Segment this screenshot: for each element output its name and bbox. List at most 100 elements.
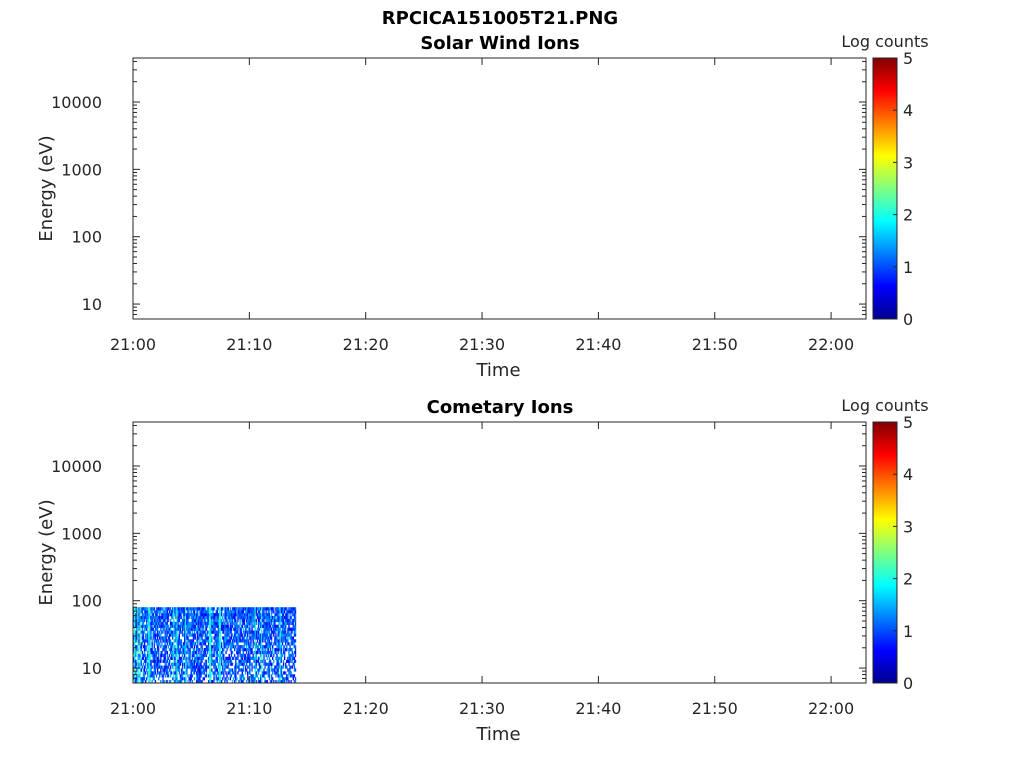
- spectrogram-cell: [252, 645, 254, 649]
- spectrogram-cell: [169, 648, 172, 652]
- spectrogram-cell: [258, 650, 261, 655]
- spectrogram-cell: [217, 662, 220, 666]
- spectrogram-cell: [147, 633, 149, 637]
- spectrogram-cell: [279, 627, 281, 631]
- spectrogram-cell: [243, 618, 246, 623]
- spectrogram-cell: [159, 610, 161, 614]
- spectrogram-cell: [171, 613, 173, 617]
- spectrogram-cell: [241, 662, 243, 666]
- spectrogram-cell: [253, 610, 255, 614]
- spectrogram-cell: [229, 621, 232, 626]
- spectrogram-cell: [219, 642, 222, 646]
- spectrogram-cell: [279, 659, 281, 663]
- spectrogram-cell: [206, 613, 209, 617]
- spectrogram-cell: [216, 610, 219, 614]
- spectrogram-cell: [217, 645, 220, 649]
- spectrogram-cell: [247, 659, 249, 663]
- spectrogram-cell: [202, 671, 204, 675]
- spectrogram-cell: [241, 621, 243, 626]
- spectrogram-cell: [280, 680, 283, 684]
- spectrogram-cell: [172, 662, 174, 666]
- spectrogram-cell: [192, 610, 195, 614]
- spectrogram-cell: [238, 633, 240, 637]
- spectrogram-cell: [203, 662, 205, 666]
- spectrogram-cell: [292, 607, 295, 611]
- spectrogram-cell: [198, 633, 200, 637]
- spectrogram-cell: [148, 656, 150, 660]
- spectrogram-cell: [261, 636, 263, 640]
- spectrogram-cell: [266, 621, 268, 626]
- spectrogram-cell: [286, 645, 288, 649]
- spectrogram-cell: [232, 607, 235, 611]
- spectrogram-cell: [264, 680, 266, 684]
- spectrogram-cell: [211, 639, 213, 643]
- spectrogram-cell: [144, 639, 147, 643]
- spectrogram-cell: [164, 613, 166, 617]
- spectrogram-cell: [219, 610, 222, 614]
- spectrogram-cell: [180, 624, 183, 628]
- spectrogram-cell: [231, 633, 234, 637]
- spectrogram-cell: [294, 610, 297, 614]
- spectrogram-cell: [139, 642, 141, 646]
- spectrogram-cell: [228, 671, 230, 675]
- spectrogram-cell: [241, 648, 243, 652]
- spectrogram-cell: [136, 630, 138, 634]
- spectrogram-cell: [154, 680, 157, 684]
- spectrogram-cell: [197, 618, 199, 623]
- spectrogram-cell: [242, 613, 245, 617]
- spectrogram-cell: [268, 665, 271, 669]
- spectrogram-cell: [194, 615, 197, 620]
- spectrogram-cell: [249, 610, 251, 614]
- spectrogram-cell: [155, 633, 158, 637]
- spectrogram-cell: [171, 648, 173, 652]
- spectrogram-cell: [187, 624, 189, 628]
- spectrogram-cell: [225, 650, 227, 655]
- spectrogram-cell: [222, 607, 224, 611]
- spectrogram-cell: [223, 639, 225, 643]
- colorbar: [872, 57, 898, 320]
- spectrogram-cell: [240, 645, 242, 649]
- spectrogram-cell: [210, 680, 212, 684]
- spectrogram-cell: [193, 665, 196, 669]
- spectrogram-cell: [140, 630, 142, 634]
- spectrogram-cell: [186, 618, 188, 623]
- spectrogram-cell: [264, 659, 266, 663]
- spectrogram-cell: [162, 610, 164, 614]
- spectrogram-cell: [265, 650, 267, 655]
- spectrogram-cell: [181, 610, 184, 614]
- spectrogram-cell: [264, 665, 266, 669]
- spectrogram-cell: [151, 642, 153, 646]
- spectrogram-cell: [233, 613, 236, 617]
- spectrogram-cell: [203, 618, 205, 623]
- spectrogram-cell: [215, 636, 217, 640]
- spectrogram-cell: [204, 610, 207, 614]
- spectrogram-cell: [254, 630, 257, 634]
- spectrogram-cell: [148, 671, 150, 675]
- spectrogram-cell: [242, 639, 245, 643]
- spectrogram-cell: [178, 653, 180, 658]
- spectrogram-cell: [273, 633, 275, 637]
- spectrogram-cell: [192, 642, 195, 646]
- spectrogram-cell: [152, 659, 154, 663]
- spectrogram-cell: [243, 630, 246, 634]
- spectrogram-cell: [227, 613, 229, 617]
- spectrogram-cell: [275, 633, 277, 637]
- spectrogram-cell: [223, 668, 225, 672]
- spectrogram-cell: [203, 630, 205, 634]
- spectrogram-cell: [278, 633, 280, 637]
- spectrogram-cell: [177, 665, 179, 669]
- spectrogram-cell: [164, 656, 166, 660]
- spectrogram-cell: [229, 656, 232, 660]
- spectrogram-cell: [252, 639, 254, 643]
- spectrogram-cell: [266, 639, 268, 643]
- spectrogram-cell: [166, 613, 169, 617]
- spectrogram-cell: [144, 633, 147, 637]
- spectrogram-cell: [205, 639, 208, 643]
- spectrogram-cell: [231, 662, 234, 666]
- spectrogram-cell: [184, 653, 186, 658]
- spectrogram-cell: [261, 621, 263, 626]
- spectrogram-cell: [238, 648, 240, 652]
- spectrogram-cell: [283, 636, 286, 640]
- spectrogram-cell: [250, 621, 252, 626]
- spectrogram-cell: [149, 680, 151, 684]
